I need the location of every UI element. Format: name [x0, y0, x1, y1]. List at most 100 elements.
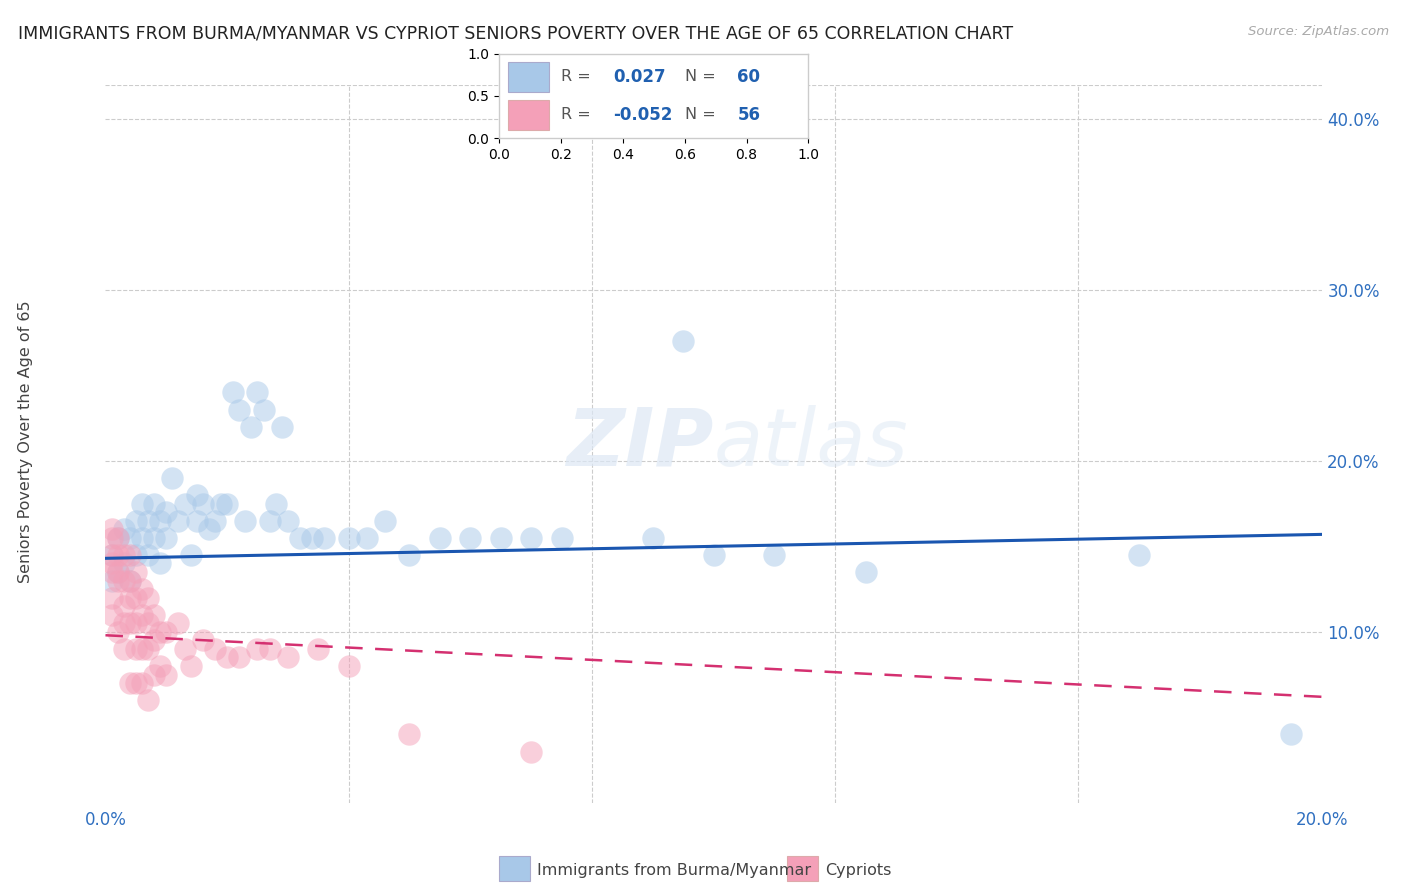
- Point: [217, 650, 239, 665]
- Point: [118, 574, 141, 588]
- Point: [240, 419, 263, 434]
- Point: [1128, 548, 1150, 562]
- Point: [100, 607, 122, 622]
- Point: [246, 385, 269, 400]
- Point: [107, 531, 129, 545]
- Point: [100, 548, 122, 562]
- Point: [136, 693, 159, 707]
- Point: [131, 531, 153, 545]
- Point: [337, 531, 360, 545]
- Point: [264, 497, 287, 511]
- Text: N =: N =: [685, 107, 716, 122]
- Point: [125, 616, 148, 631]
- Point: [149, 514, 172, 528]
- Text: Cypriots: Cypriots: [825, 863, 891, 878]
- Point: [252, 402, 274, 417]
- Point: [107, 565, 129, 579]
- Point: [356, 531, 378, 545]
- Text: N =: N =: [685, 70, 716, 85]
- Point: [763, 548, 786, 562]
- Point: [107, 624, 129, 639]
- Point: [458, 531, 481, 545]
- Point: [136, 514, 159, 528]
- Point: [180, 548, 202, 562]
- Point: [118, 574, 141, 588]
- Point: [398, 727, 420, 741]
- Point: [125, 548, 148, 562]
- Point: [107, 574, 129, 588]
- Point: [149, 557, 172, 571]
- Point: [702, 548, 725, 562]
- Point: [173, 642, 195, 657]
- Point: [204, 514, 226, 528]
- Point: [374, 514, 396, 528]
- Point: [191, 633, 214, 648]
- Point: [155, 531, 177, 545]
- Point: [112, 574, 135, 588]
- Point: [233, 514, 256, 528]
- Point: [191, 497, 214, 511]
- Point: [217, 497, 239, 511]
- Point: [112, 557, 135, 571]
- Point: [112, 548, 135, 562]
- Point: [155, 624, 177, 639]
- Point: [136, 548, 159, 562]
- Point: [143, 667, 166, 681]
- Point: [118, 531, 141, 545]
- Point: [550, 531, 572, 545]
- Point: [155, 667, 177, 681]
- Text: 56: 56: [737, 106, 761, 124]
- Bar: [509, 62, 548, 92]
- Point: [125, 591, 148, 605]
- Point: [100, 522, 122, 536]
- Point: [100, 565, 122, 579]
- Text: atlas: atlas: [713, 405, 908, 483]
- Point: [162, 471, 184, 485]
- Point: [100, 531, 122, 545]
- Point: [429, 531, 451, 545]
- Point: [131, 582, 153, 596]
- Point: [112, 616, 135, 631]
- Point: [125, 514, 148, 528]
- Point: [143, 497, 166, 511]
- Point: [136, 642, 159, 657]
- Point: [186, 488, 208, 502]
- Point: [112, 522, 135, 536]
- Point: [100, 574, 122, 588]
- Point: [204, 642, 226, 657]
- Point: [149, 659, 172, 673]
- Point: [131, 607, 153, 622]
- Point: [125, 565, 148, 579]
- Point: [246, 642, 269, 657]
- Point: [337, 659, 360, 673]
- Point: [186, 514, 208, 528]
- Point: [118, 591, 141, 605]
- Point: [259, 642, 281, 657]
- Point: [520, 744, 543, 758]
- Point: [277, 514, 299, 528]
- Text: R =: R =: [561, 107, 591, 122]
- Text: Source: ZipAtlas.com: Source: ZipAtlas.com: [1249, 25, 1389, 38]
- Text: ZIP: ZIP: [567, 405, 713, 483]
- Point: [149, 624, 172, 639]
- Point: [520, 531, 543, 545]
- Point: [180, 659, 202, 673]
- Point: [100, 591, 122, 605]
- Text: -0.052: -0.052: [613, 106, 673, 124]
- Text: 60: 60: [737, 68, 761, 86]
- Point: [228, 650, 250, 665]
- Text: 0.027: 0.027: [613, 68, 666, 86]
- Point: [314, 531, 336, 545]
- Point: [167, 616, 190, 631]
- Point: [136, 591, 159, 605]
- Point: [136, 616, 159, 631]
- Point: [301, 531, 323, 545]
- Point: [125, 642, 148, 657]
- Point: [100, 557, 122, 571]
- Point: [112, 642, 135, 657]
- Point: [131, 497, 153, 511]
- Point: [259, 514, 281, 528]
- Point: [222, 385, 245, 400]
- Point: [1279, 727, 1302, 741]
- Point: [143, 531, 166, 545]
